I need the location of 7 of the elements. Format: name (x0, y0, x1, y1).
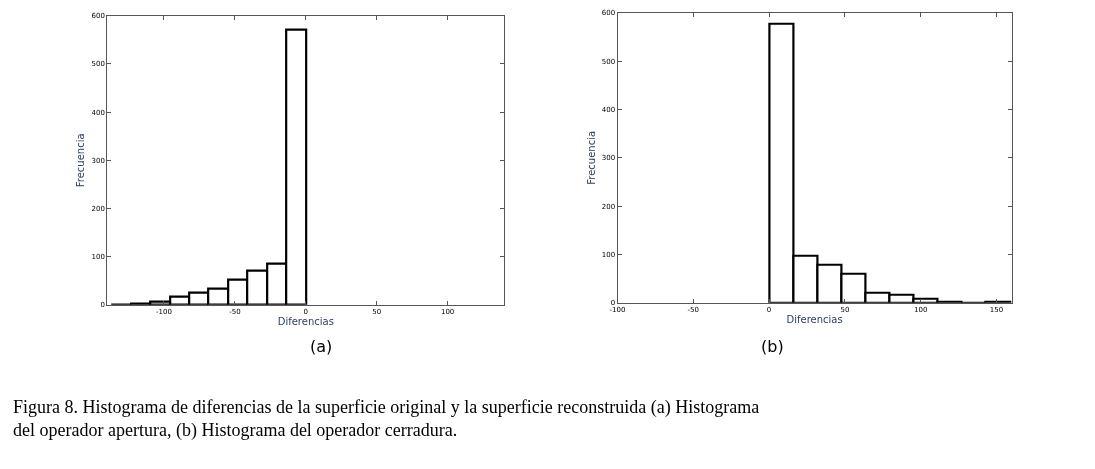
y-axis-title: Frecuencia (585, 130, 597, 185)
x-axis-title: Diferencias (277, 316, 334, 328)
x-axis-title: Diferencias (786, 314, 843, 326)
text: (b) (761, 337, 784, 356)
text: Figura 8. Histograma de diferencias de la superficie original y la superficie reconstruida (a) Histograma del operador apertura, (b) Histograma del operador cerradura. (13, 397, 760, 442)
text: (a) (310, 337, 333, 356)
y-axis-title: Frecuencia (75, 133, 87, 188)
